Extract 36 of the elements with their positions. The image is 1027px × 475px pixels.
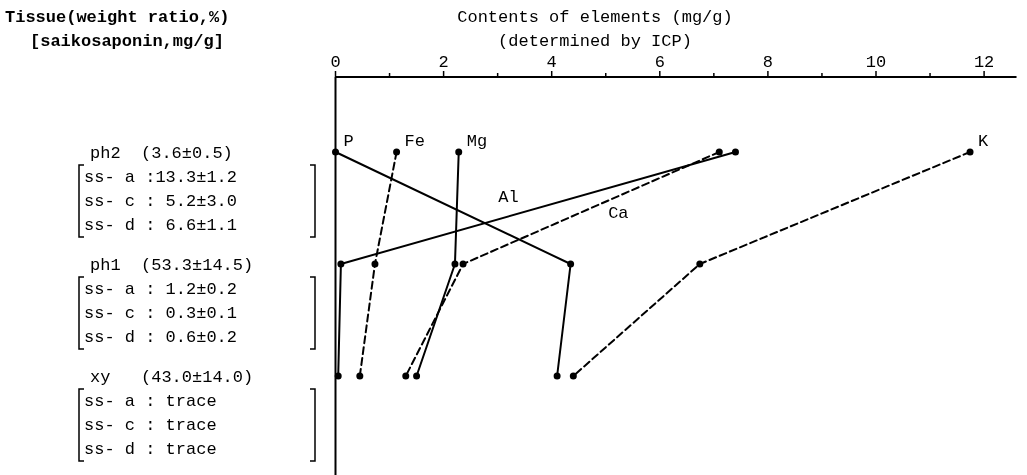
point bbox=[553, 372, 561, 380]
series-label: Al bbox=[498, 187, 519, 207]
point bbox=[413, 372, 421, 380]
point bbox=[402, 372, 410, 380]
x-tick-label: 0 bbox=[330, 53, 341, 72]
point bbox=[334, 372, 342, 380]
series-label: Mg bbox=[466, 132, 488, 151]
x-tick-label: 8 bbox=[762, 53, 773, 72]
point bbox=[337, 260, 345, 268]
point bbox=[356, 372, 364, 380]
point bbox=[567, 260, 575, 268]
point bbox=[451, 260, 459, 268]
point bbox=[371, 260, 379, 268]
series-label: Ca bbox=[608, 203, 629, 223]
x-tick-label: 12 bbox=[973, 53, 995, 72]
point bbox=[332, 148, 339, 156]
y-tick-label: xy (43.0±14.0) ss- a : trace ss- c : trace ss- d : trace bbox=[84, 368, 254, 459]
point bbox=[455, 148, 463, 156]
x-tick-label: 4 bbox=[546, 53, 557, 72]
series-label: K bbox=[978, 132, 990, 151]
y-tick-label: ph2 (3.6±0.5) ss- a :13.3±1.2 ss- c : 5.2±3.0 ss- d : 6.6±1.1 bbox=[84, 144, 238, 235]
x-axis-title: Contents of elements (mg/g) (determined by ICP) bbox=[457, 8, 733, 51]
x-tick-label: 2 bbox=[438, 53, 449, 72]
point bbox=[966, 148, 974, 156]
point bbox=[393, 148, 401, 156]
point bbox=[696, 260, 704, 268]
x-tick-label: 10 bbox=[865, 53, 887, 72]
point bbox=[569, 372, 577, 380]
point bbox=[731, 148, 739, 156]
series-label: P bbox=[343, 132, 354, 151]
x-tick-label: 6 bbox=[654, 53, 665, 72]
y-tick-label: ph1 (53.3±14.5) ss- a : 1.2±0.2 ss- c : 0.3±0.1 ss- d : 0.6±0.2 bbox=[84, 256, 254, 347]
point bbox=[715, 148, 723, 156]
point bbox=[459, 260, 467, 268]
series-label: Fe bbox=[404, 132, 425, 151]
y-axis-title: Tissue(weight ratio,%) [saikosaponin,mg/g] bbox=[5, 8, 230, 51]
